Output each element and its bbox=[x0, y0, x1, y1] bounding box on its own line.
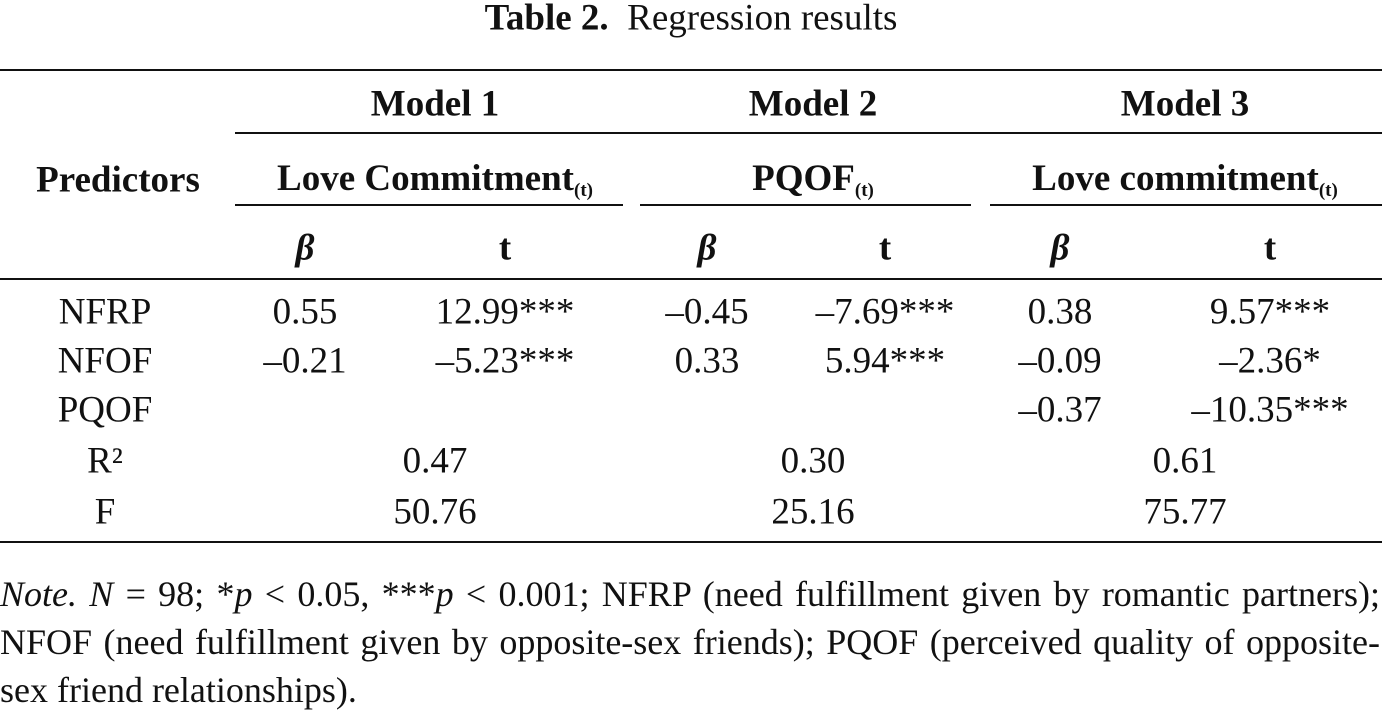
dv-subscript: (t) bbox=[1318, 180, 1338, 201]
model-name: Model 3 bbox=[1120, 83, 1250, 125]
summary-value: 0.61 bbox=[1152, 440, 1218, 482]
dv-rule bbox=[990, 204, 1382, 206]
dv-name: Love commitment bbox=[1032, 158, 1319, 199]
note-run: N bbox=[77, 574, 114, 614]
note-run: Note. bbox=[0, 574, 77, 614]
bottom-rule bbox=[0, 541, 1382, 543]
summary-value: 75.77 bbox=[1143, 491, 1227, 533]
summary-value: 0.30 bbox=[780, 440, 846, 482]
cell: –5.23*** bbox=[435, 340, 575, 382]
note-run: = 98; * bbox=[113, 574, 235, 614]
model-name: Model 2 bbox=[748, 83, 878, 125]
dependent-variable: PQOF(t) bbox=[752, 160, 874, 200]
row-label: NFOF bbox=[57, 340, 153, 382]
dv-rule bbox=[235, 204, 623, 206]
predictors-header: Predictors bbox=[36, 159, 200, 201]
note-run: < 0.05, *** bbox=[252, 574, 436, 614]
summary-value: 25.16 bbox=[771, 491, 855, 533]
cell: –0.09 bbox=[1018, 340, 1102, 382]
row-label: R² bbox=[87, 440, 123, 482]
table-title: Table 2. Regression results bbox=[485, 0, 898, 37]
model-name: Model 1 bbox=[370, 83, 500, 125]
header-rule bbox=[0, 278, 1382, 280]
dependent-variable: Love commitment(t) bbox=[1032, 160, 1338, 200]
row-label: NFRP bbox=[58, 291, 152, 333]
cell: –0.45 bbox=[665, 291, 749, 333]
summary-value: 50.76 bbox=[393, 491, 477, 533]
cell: 12.99*** bbox=[435, 291, 575, 333]
stat-header: t bbox=[498, 227, 512, 269]
cell: –7.69*** bbox=[815, 291, 955, 333]
title-text: Regression results bbox=[627, 0, 898, 39]
dv-subscript: (t) bbox=[854, 180, 874, 201]
cell: 0.55 bbox=[272, 291, 338, 333]
cell: 5.94*** bbox=[824, 340, 946, 382]
summary-value: 0.47 bbox=[402, 440, 468, 482]
stat-header: t bbox=[878, 227, 892, 269]
row-label: F bbox=[94, 491, 116, 533]
note-run: p bbox=[435, 574, 454, 614]
dv-rule bbox=[640, 204, 971, 206]
cell: 0.38 bbox=[1027, 291, 1093, 333]
top-rule bbox=[0, 69, 1382, 71]
cell: 0.33 bbox=[674, 340, 740, 382]
note-run: < 0.001; NFRP (need fulfillment given by… bbox=[0, 574, 1380, 710]
dv-name: PQOF bbox=[752, 158, 855, 199]
title-label: Table 2. bbox=[484, 0, 609, 39]
note-run: p bbox=[234, 574, 253, 614]
stat-header: t bbox=[1263, 227, 1277, 269]
dv-subscript: (t) bbox=[573, 180, 593, 201]
dv-name: Love Commitment bbox=[277, 158, 574, 199]
dependent-variable: Love Commitment(t) bbox=[277, 160, 593, 200]
row-label: PQOF bbox=[57, 389, 153, 431]
cell: –10.35*** bbox=[1191, 389, 1349, 431]
stat-header: β bbox=[1050, 227, 1070, 269]
stat-header: β bbox=[697, 227, 717, 269]
model-rule bbox=[235, 132, 1382, 134]
stat-header: β bbox=[295, 227, 315, 269]
table-note: Note. N = 98; *p < 0.05, ***p < 0.001; N… bbox=[0, 570, 1380, 714]
cell: –0.21 bbox=[263, 340, 347, 382]
cell: –2.36* bbox=[1219, 340, 1321, 382]
cell: 9.57*** bbox=[1209, 291, 1331, 333]
cell: –0.37 bbox=[1018, 389, 1102, 431]
